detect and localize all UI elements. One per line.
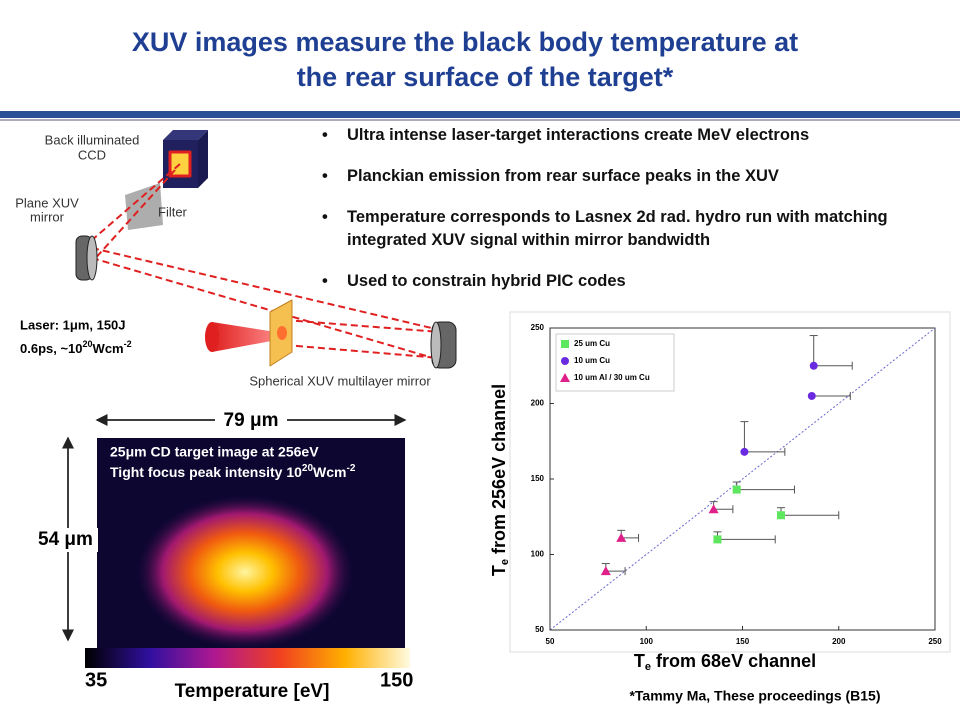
point bbox=[616, 532, 627, 542]
image-caption: 25μm CD target image at 256eV bbox=[110, 444, 319, 460]
spherical-mirror-label: Spherical XUV multilayer mirror bbox=[249, 373, 431, 388]
title-line: XUV images measure the black body temper… bbox=[131, 27, 799, 57]
scatter-chart: 50 100 150 200 250 50 100 150 200 250 25 um Cu 10 u… bbox=[531, 323, 943, 646]
legend-label: 10 um Cu bbox=[574, 356, 610, 365]
point bbox=[809, 361, 818, 370]
point bbox=[713, 535, 722, 544]
reference-line bbox=[549, 327, 936, 631]
laser-label: 0.6ps, ~1020Wcm-2 bbox=[20, 339, 132, 356]
header-rule bbox=[0, 119, 960, 121]
point bbox=[807, 391, 816, 400]
legend-label: 25 um Cu bbox=[574, 339, 610, 348]
x-tick-label: 50 bbox=[546, 637, 555, 646]
laser-label: Laser: 1μm, 150J bbox=[20, 317, 126, 332]
y-tick-label: 100 bbox=[531, 550, 545, 559]
legend-label: 10 um Al / 30 um Cu bbox=[574, 373, 650, 382]
y-tick-label: 150 bbox=[531, 474, 545, 483]
ccd-label: CCD bbox=[78, 147, 106, 162]
legend-swatch bbox=[561, 357, 569, 365]
bullet: Planckian emission from rear surface pea… bbox=[322, 165, 952, 188]
x-axis-label: Te from 68eV channel bbox=[634, 651, 816, 673]
colorbar-max: 150 bbox=[380, 669, 413, 691]
bullet-list: Ultra intense laser-target interactions … bbox=[322, 124, 952, 311]
image-caption: Tight focus peak intensity 1020Wcm-2 bbox=[110, 463, 356, 480]
point bbox=[600, 566, 611, 576]
point bbox=[777, 511, 785, 520]
width-label: 79 μm bbox=[224, 410, 279, 431]
point bbox=[740, 447, 749, 456]
bullet: Used to constrain hybrid PIC codes bbox=[322, 270, 952, 293]
legend-swatch bbox=[560, 373, 570, 382]
x-tick-label: 150 bbox=[736, 637, 750, 646]
y-tick-label: 200 bbox=[531, 399, 545, 408]
legend-swatch bbox=[561, 340, 569, 348]
legend-box bbox=[555, 333, 675, 392]
hot-spot bbox=[135, 494, 355, 650]
x-tick-label: 100 bbox=[640, 637, 654, 646]
point bbox=[732, 485, 741, 494]
title-line: the rear surface of the target* bbox=[296, 62, 674, 92]
setup-diagram bbox=[75, 130, 457, 369]
label-bg bbox=[36, 528, 98, 552]
filter-label: Filter bbox=[158, 204, 188, 219]
y-tick-label: 50 bbox=[535, 625, 544, 634]
ccd-label: Back illuminated bbox=[45, 132, 140, 147]
colorbar bbox=[85, 648, 410, 668]
label-bg bbox=[215, 408, 287, 432]
header-rule bbox=[0, 111, 960, 118]
colorbar-label: Temperature [eV] bbox=[175, 681, 330, 702]
y-axis-label: Te from 256eV channel bbox=[489, 384, 511, 576]
colorbar-min: 35 bbox=[85, 669, 107, 691]
bullet: Ultra intense laser-target interactions … bbox=[322, 124, 952, 147]
mirror-label: Plane XUV bbox=[15, 195, 79, 210]
bullet: Temperature corresponds to Lasnex 2d rad… bbox=[322, 206, 952, 252]
footnote: *Tammy Ma, These proceedings (B15) bbox=[629, 688, 880, 704]
height-label: 54 μm bbox=[38, 529, 93, 550]
x-tick-label: 200 bbox=[832, 637, 846, 646]
mirror-label: mirror bbox=[30, 209, 65, 224]
x-tick-label: 250 bbox=[928, 637, 942, 646]
point bbox=[708, 504, 719, 514]
y-tick-label: 250 bbox=[531, 323, 545, 332]
